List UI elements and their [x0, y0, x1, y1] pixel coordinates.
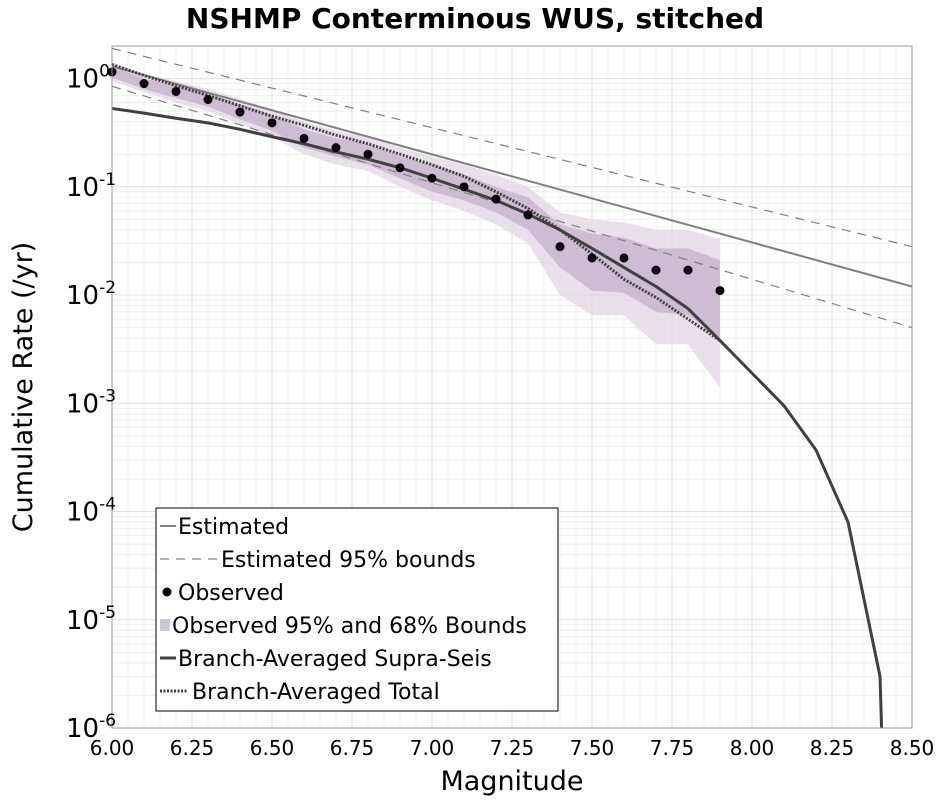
y-axis-label: Cumulative Rate (/yr)	[8, 242, 39, 532]
observed-point	[651, 265, 661, 275]
legend-label-estimated: Estimated	[178, 515, 289, 540]
observed-point	[523, 210, 533, 220]
series-lines	[111, 47, 913, 729]
observed-point	[331, 143, 341, 153]
legend-label-observed-bounds: Observed 95% and 68% Bounds	[172, 614, 527, 639]
observed-point	[683, 265, 693, 275]
x-tick-label: 8.50	[890, 736, 935, 760]
x-tick-label: 8.25	[810, 736, 855, 760]
line-estimated	[111, 65, 913, 288]
legend-swatch-observed-bounds	[160, 619, 170, 631]
legend: Estimated Estimated 95% bounds Observed …	[155, 507, 559, 712]
x-axis-label: Magnitude	[440, 766, 583, 797]
observed-point	[459, 182, 469, 192]
legend-box	[155, 507, 559, 712]
x-tick-label: 6.25	[170, 736, 215, 760]
legend-label-branch-supra: Branch-Averaged Supra-Seis	[178, 647, 492, 672]
observed-point	[267, 118, 277, 128]
observed-point	[715, 286, 725, 296]
observed-bounds	[112, 62, 720, 388]
x-tick-label: 8.00	[730, 736, 775, 760]
x-tick-label: 7.25	[490, 736, 535, 760]
y-tick-label: 10-2	[66, 278, 116, 311]
x-tick-labels: 6.00 6.25 6.50 6.75 7.00 7.25 7.50 7.75 8.00 8.25…	[90, 736, 935, 760]
legend-label-observed: Observed	[178, 581, 284, 606]
x-tick-label: 7.50	[570, 736, 615, 760]
observed-point	[395, 163, 405, 173]
y-tick-label: 10-5	[66, 603, 116, 636]
line-branch-averaged-total	[111, 63, 721, 342]
observed-point	[619, 253, 629, 263]
legend-label-estimated-bounds: Estimated 95% bounds	[221, 548, 476, 573]
observed-point	[427, 173, 437, 183]
observed-point	[491, 194, 501, 204]
line-branch-averaged-supra-seis	[111, 106, 884, 729]
x-tick-label: 6.00	[90, 736, 135, 760]
observed-point	[299, 133, 309, 143]
x-tick-label: 6.50	[250, 736, 295, 760]
observed-point	[203, 95, 213, 105]
y-tick-labels: 100 10-1 10-2 10-3 10-4 10-5 10-6	[66, 62, 116, 744]
y-tick-label: 10-1	[66, 170, 116, 203]
x-tick-label: 7.00	[410, 736, 455, 760]
observed-point	[139, 79, 149, 89]
y-tick-label: 10-4	[66, 495, 116, 528]
x-tick-label: 6.75	[330, 736, 375, 760]
legend-label-branch-total: Branch-Averaged Total	[192, 680, 440, 705]
chart-title: NSHMP Conterminous WUS, stitched	[186, 2, 764, 35]
observed-point	[555, 242, 565, 252]
y-tick-label: 10-3	[66, 386, 116, 419]
x-tick-label: 7.75	[650, 736, 695, 760]
observed-point	[363, 149, 373, 159]
observed-point	[235, 107, 245, 117]
y-tick-label: 100	[66, 62, 110, 95]
legend-swatch-observed	[162, 587, 172, 597]
y-tick-label: 10-6	[66, 711, 116, 744]
plot-frame	[111, 45, 913, 729]
band-observed-68	[112, 66, 720, 339]
observed-point	[171, 86, 181, 96]
observed-point	[587, 253, 597, 263]
observed-points	[107, 67, 725, 296]
